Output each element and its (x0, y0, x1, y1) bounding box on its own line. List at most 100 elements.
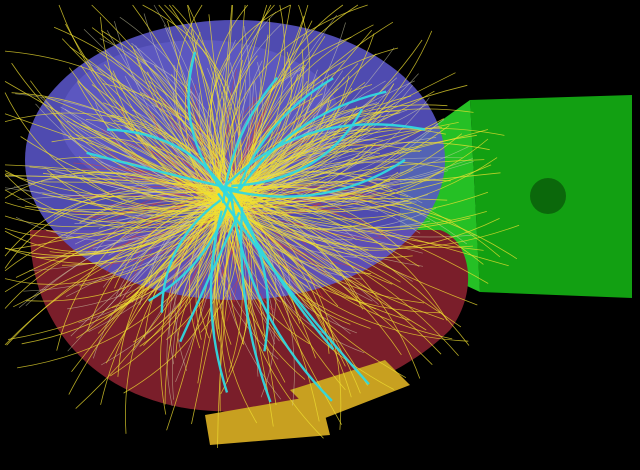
primary-track (49, 174, 218, 214)
primary-track (15, 189, 229, 278)
primary-track (234, 203, 469, 342)
primary-track (222, 35, 326, 193)
muon-track (224, 158, 406, 198)
primary-track (68, 202, 236, 395)
primary-track (77, 82, 240, 205)
primary-track (231, 59, 243, 199)
primary-track (241, 197, 418, 223)
primary-track (218, 21, 394, 214)
primary-track (4, 174, 238, 189)
primary-track (232, 133, 463, 208)
primary-track (238, 143, 376, 216)
primary-track (236, 186, 413, 258)
forward-modules (205, 360, 410, 445)
primary-track (21, 207, 219, 345)
primary-track (61, 38, 233, 194)
primary-track (191, 201, 243, 425)
primary-track (226, 208, 402, 356)
primary-track (218, 4, 368, 198)
primary-track (175, 213, 244, 358)
primary-track (210, 4, 249, 188)
primary-track (11, 92, 224, 215)
primary-track (56, 190, 218, 351)
primary-track (68, 67, 242, 213)
primary-track (4, 185, 236, 285)
primary-track (4, 112, 238, 187)
primary-track (100, 16, 217, 213)
muon-track (86, 151, 240, 192)
primary-track (175, 4, 219, 208)
primary-track (213, 186, 229, 383)
primary-track (236, 196, 427, 331)
muon-track (217, 192, 370, 386)
muon-track (220, 123, 426, 192)
muon-track (239, 213, 335, 351)
primary-track (75, 204, 228, 409)
primary-track (236, 192, 448, 321)
primary-track (46, 212, 236, 235)
primary-track (231, 4, 359, 202)
primary-track (242, 195, 342, 430)
primary-track (240, 164, 492, 200)
secondary-track (236, 84, 413, 196)
secondary-track (25, 209, 217, 307)
primary-track (239, 74, 299, 212)
primary-track (241, 204, 453, 340)
endcap-beam-hole (530, 178, 566, 214)
primary-track (4, 211, 242, 346)
primary-track (215, 142, 411, 202)
secondary-track (142, 58, 227, 189)
primary-track (230, 93, 323, 197)
primary-track (12, 191, 231, 250)
primary-track (4, 210, 229, 264)
primary-track (79, 208, 241, 287)
muon-track (239, 207, 272, 403)
primary-track (215, 4, 233, 199)
primary-track (234, 208, 396, 230)
primary-track (4, 199, 216, 272)
primary-track (216, 4, 272, 198)
primary-track (212, 4, 275, 212)
primary-track (227, 205, 330, 354)
forward-module-2 (290, 360, 410, 420)
primary-track (111, 214, 225, 308)
forward-module-1 (205, 395, 330, 445)
primary-track (4, 173, 231, 224)
primary-track (69, 46, 236, 214)
primary-track (227, 207, 500, 251)
primary-track (52, 202, 221, 211)
primary-track (4, 92, 235, 214)
primary-track (143, 190, 222, 346)
primary-track (238, 4, 246, 195)
primary-track (238, 185, 478, 306)
primary-track (225, 204, 520, 250)
muon-track (179, 211, 241, 343)
primary-track (234, 186, 401, 249)
primary-track (4, 197, 223, 293)
primary-track (214, 55, 258, 211)
primary-track (237, 127, 391, 187)
primary-track (79, 124, 232, 215)
primary-track (217, 191, 245, 449)
primary-track (160, 185, 233, 415)
primary-track (4, 196, 231, 253)
primary-track (142, 4, 242, 187)
primary-track (236, 203, 324, 439)
muon-track (238, 90, 387, 191)
primary-track (229, 127, 446, 198)
primary-track (158, 4, 226, 202)
primary-track (214, 73, 237, 197)
primary-track (216, 185, 489, 284)
muon-track (237, 77, 334, 190)
primary-track (232, 213, 459, 357)
particle-tracks (4, 4, 520, 449)
primary-track (240, 138, 489, 200)
muon-track (106, 128, 231, 197)
primary-track (244, 159, 485, 196)
primary-track (236, 181, 409, 198)
secondary-track (234, 26, 251, 201)
primary-track (217, 4, 233, 199)
secondary-track (153, 4, 228, 198)
primary-track (240, 211, 445, 320)
